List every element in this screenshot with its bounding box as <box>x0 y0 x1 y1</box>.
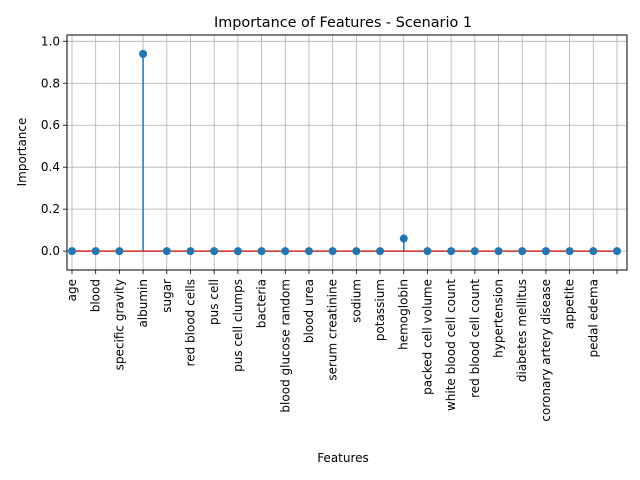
stem-marker <box>376 247 385 256</box>
x-tick-label: white blood cell count <box>444 279 458 411</box>
grid <box>67 35 627 270</box>
markers <box>68 49 621 256</box>
x-tick-label: pus cell clumps <box>231 279 245 372</box>
y-tick-label: 0.0 <box>41 244 60 258</box>
stem-marker <box>257 247 266 256</box>
x-tick-label: sugar <box>160 279 174 313</box>
stem-marker <box>494 247 503 256</box>
x-tick-label: specific gravity <box>112 279 126 370</box>
y-tick-label: 0.4 <box>41 160 60 174</box>
x-tick-label: blood glucose random <box>278 279 292 413</box>
x-axis-ticks: age blood specific gravity albumin sugar red … <box>65 270 618 422</box>
x-axis-label: Features <box>317 451 369 465</box>
chart-title: Importance of Features - Scenario 1 <box>214 15 472 31</box>
stem-marker <box>352 247 361 256</box>
stem-marker <box>565 247 574 256</box>
stem-marker <box>304 247 313 256</box>
x-tick-label: blood <box>89 279 103 312</box>
y-axis-label: Importance <box>15 118 29 187</box>
stem-marker <box>91 247 100 256</box>
y-tick-label: 0.6 <box>41 118 60 132</box>
x-tick-label: hemoglobin <box>397 279 411 350</box>
x-tick-label: packed cell volume <box>420 279 434 395</box>
x-tick-label: bacteria <box>255 279 269 328</box>
stem-marker <box>186 247 195 256</box>
y-tick-label: 1.0 <box>41 34 60 48</box>
x-tick-label: diabetes mellitus <box>515 279 529 382</box>
x-tick-label: blood urea <box>302 279 316 343</box>
stem-marker <box>541 247 550 256</box>
x-tick-label: red blood cell count <box>468 279 482 398</box>
axes-frame <box>66 34 628 271</box>
x-tick-label: age <box>65 279 79 301</box>
x-tick-label: pedal edema <box>586 279 600 358</box>
stem-marker <box>470 247 479 256</box>
stem-marker <box>328 247 337 256</box>
y-axis-ticks: 0.0 0.2 0.4 0.6 0.8 1.0 <box>41 34 67 258</box>
stem-marker <box>115 247 124 256</box>
stem-marker <box>518 247 527 256</box>
x-tick-label: appetite <box>563 279 577 329</box>
x-tick-label: serum creatinine <box>326 279 340 381</box>
stem-marker <box>613 247 621 256</box>
y-tick-label: 0.2 <box>41 202 60 216</box>
x-tick-label: albumin <box>136 279 150 328</box>
stem-marker <box>423 247 432 256</box>
stem-marker <box>162 247 171 256</box>
stem-marker <box>447 247 456 256</box>
stem-marker <box>589 247 598 256</box>
stem-marker <box>233 247 242 256</box>
stem-marker <box>399 234 408 243</box>
stem-marker <box>210 247 219 256</box>
x-tick-label: sodium <box>349 279 363 323</box>
stem-marker <box>281 247 290 256</box>
x-tick-label: red blood cells <box>183 279 197 366</box>
stem-marker <box>139 49 148 58</box>
y-tick-label: 0.8 <box>41 76 60 90</box>
stem-marker <box>68 247 76 256</box>
x-tick-label: hypertension <box>492 279 506 358</box>
x-tick-label: coronary artery disease <box>539 279 553 422</box>
x-tick-label: potassium <box>373 279 387 341</box>
x-tick-label: pus cell <box>207 279 221 325</box>
